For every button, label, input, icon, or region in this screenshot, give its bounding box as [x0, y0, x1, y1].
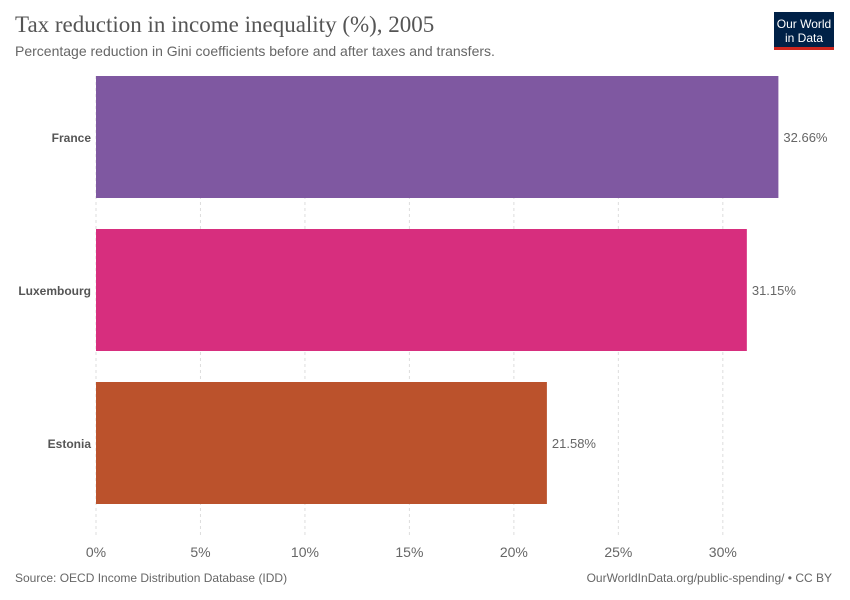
source-note: Source: OECD Income Distribution Databas…	[15, 571, 288, 585]
x-tick-label: 0%	[86, 544, 106, 560]
owid-logo[interactable]: Our World in Data	[774, 12, 834, 50]
x-tick-label: 10%	[291, 544, 319, 560]
bars	[96, 76, 779, 504]
category-label: Luxembourg	[18, 284, 91, 298]
value-label: 32.66%	[783, 130, 828, 145]
value-label: 21.58%	[552, 436, 597, 451]
x-tick-label: 25%	[604, 544, 632, 560]
category-label: France	[52, 131, 92, 145]
x-tick-label: 20%	[500, 544, 528, 560]
x-tick-label: 30%	[709, 544, 737, 560]
logo-line-1: Our World	[776, 17, 832, 31]
bar-estonia[interactable]	[96, 382, 547, 504]
labels: 0% 5% 10% 15% 20% 25% 30% France 32.66% Luxembour…	[18, 130, 828, 560]
logo-line-2: in Data	[784, 31, 824, 45]
category-label: Estonia	[48, 437, 92, 451]
chart-subtitle: Percentage reduction in Gini coefficient…	[15, 43, 495, 59]
x-tick-label: 5%	[190, 544, 210, 560]
chart-title: Tax reduction in income inequality (%), …	[15, 12, 435, 37]
x-tick-label: 15%	[395, 544, 423, 560]
bar-france[interactable]	[96, 76, 779, 198]
value-label: 31.15%	[752, 283, 797, 298]
credit-link[interactable]: OurWorldInData.org/public-spending/ • CC…	[586, 571, 832, 585]
bar-luxembourg[interactable]	[96, 229, 747, 351]
